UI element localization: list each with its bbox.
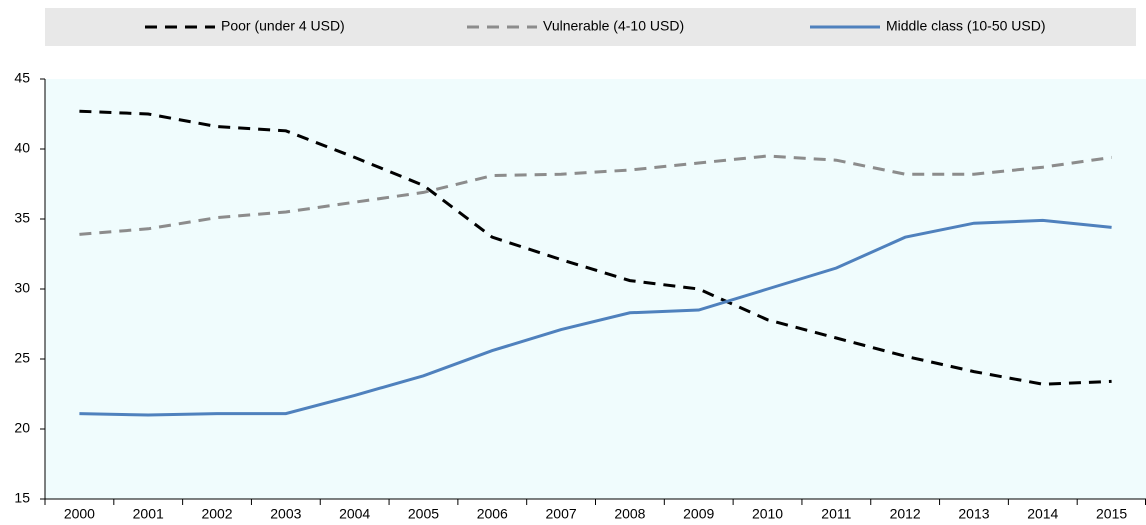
y-tick-label: 45 — [14, 70, 30, 86]
x-tick-label: 2003 — [270, 506, 301, 522]
x-tick-label: 2013 — [958, 506, 989, 522]
y-tick-label: 30 — [14, 280, 30, 296]
x-tick-label: 2010 — [752, 506, 783, 522]
y-tick-label: 15 — [14, 490, 30, 506]
series-line — [79, 218, 1112, 417]
x-tick-label: 2009 — [683, 506, 714, 522]
x-tick-label: 2012 — [890, 506, 921, 522]
series-line — [79, 109, 1112, 386]
legend-box — [45, 8, 1136, 46]
y-tick-label: 35 — [14, 210, 30, 226]
x-tick-label: 2000 — [64, 506, 95, 522]
x-tick-label: 2004 — [339, 506, 370, 522]
x-tick-label: 2008 — [614, 506, 645, 522]
x-tick-label: 2005 — [408, 506, 439, 522]
x-tick-label: 2002 — [201, 506, 232, 522]
legend-label: Vulnerable (4-10 USD) — [543, 18, 684, 34]
x-tick-label: 2006 — [477, 506, 508, 522]
x-tick-label: 2011 — [821, 506, 851, 522]
x-tick-label: 2014 — [1027, 506, 1058, 522]
x-tick-label: 2007 — [546, 506, 577, 522]
x-tick-label: 2015 — [1096, 506, 1127, 522]
plot-area — [45, 79, 1146, 499]
y-tick-label: 20 — [14, 420, 30, 436]
legend-label: Poor (under 4 USD) — [221, 18, 345, 34]
y-tick-label: 40 — [14, 140, 30, 156]
x-tick-label: 2001 — [133, 506, 164, 522]
legend-label: Middle class (10-50 USD) — [886, 18, 1046, 34]
y-tick-label: 25 — [14, 350, 30, 366]
series-line — [79, 154, 1112, 236]
